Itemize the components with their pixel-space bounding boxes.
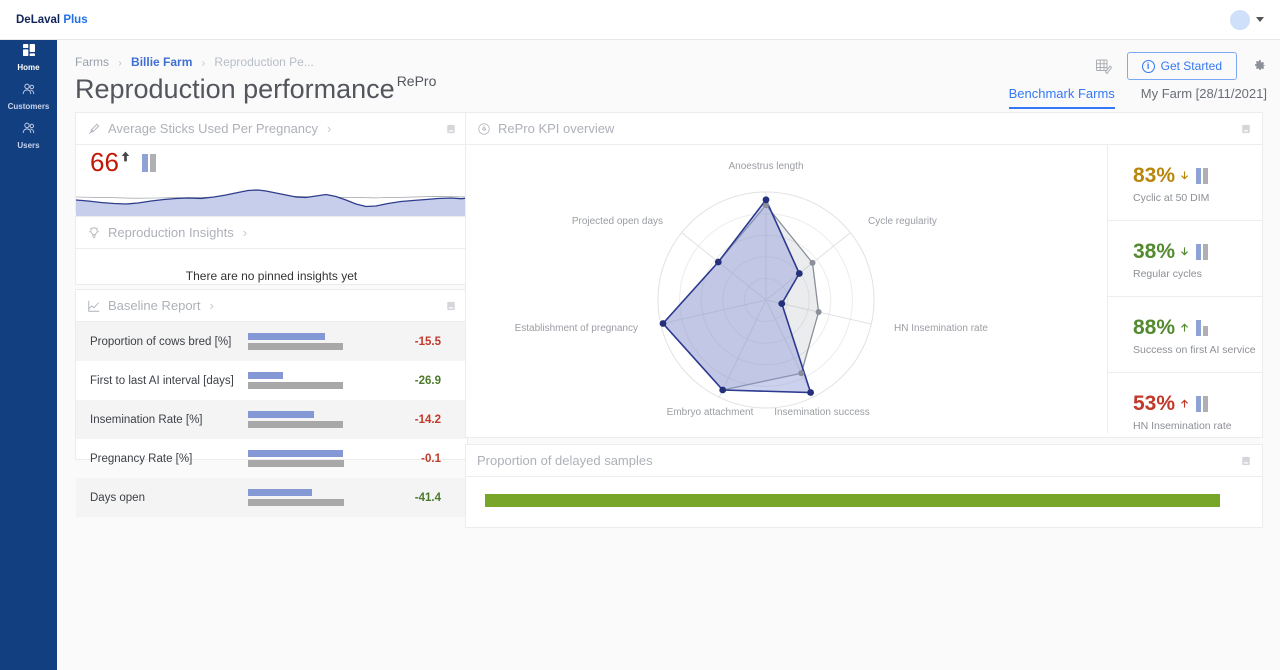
- svg-text:Projected open days: Projected open days: [572, 216, 663, 227]
- svg-text:Insemination success: Insemination success: [774, 407, 870, 418]
- svg-text:Cycle regularity: Cycle regularity: [868, 216, 937, 227]
- svg-text:Establishment of pregnancy: Establishment of pregnancy: [515, 323, 638, 334]
- svg-text:Anoestrus length: Anoestrus length: [728, 161, 803, 172]
- svg-text:Embryo attachment: Embryo attachment: [667, 407, 754, 418]
- svg-text:HN Insemination rate: HN Insemination rate: [894, 323, 988, 334]
